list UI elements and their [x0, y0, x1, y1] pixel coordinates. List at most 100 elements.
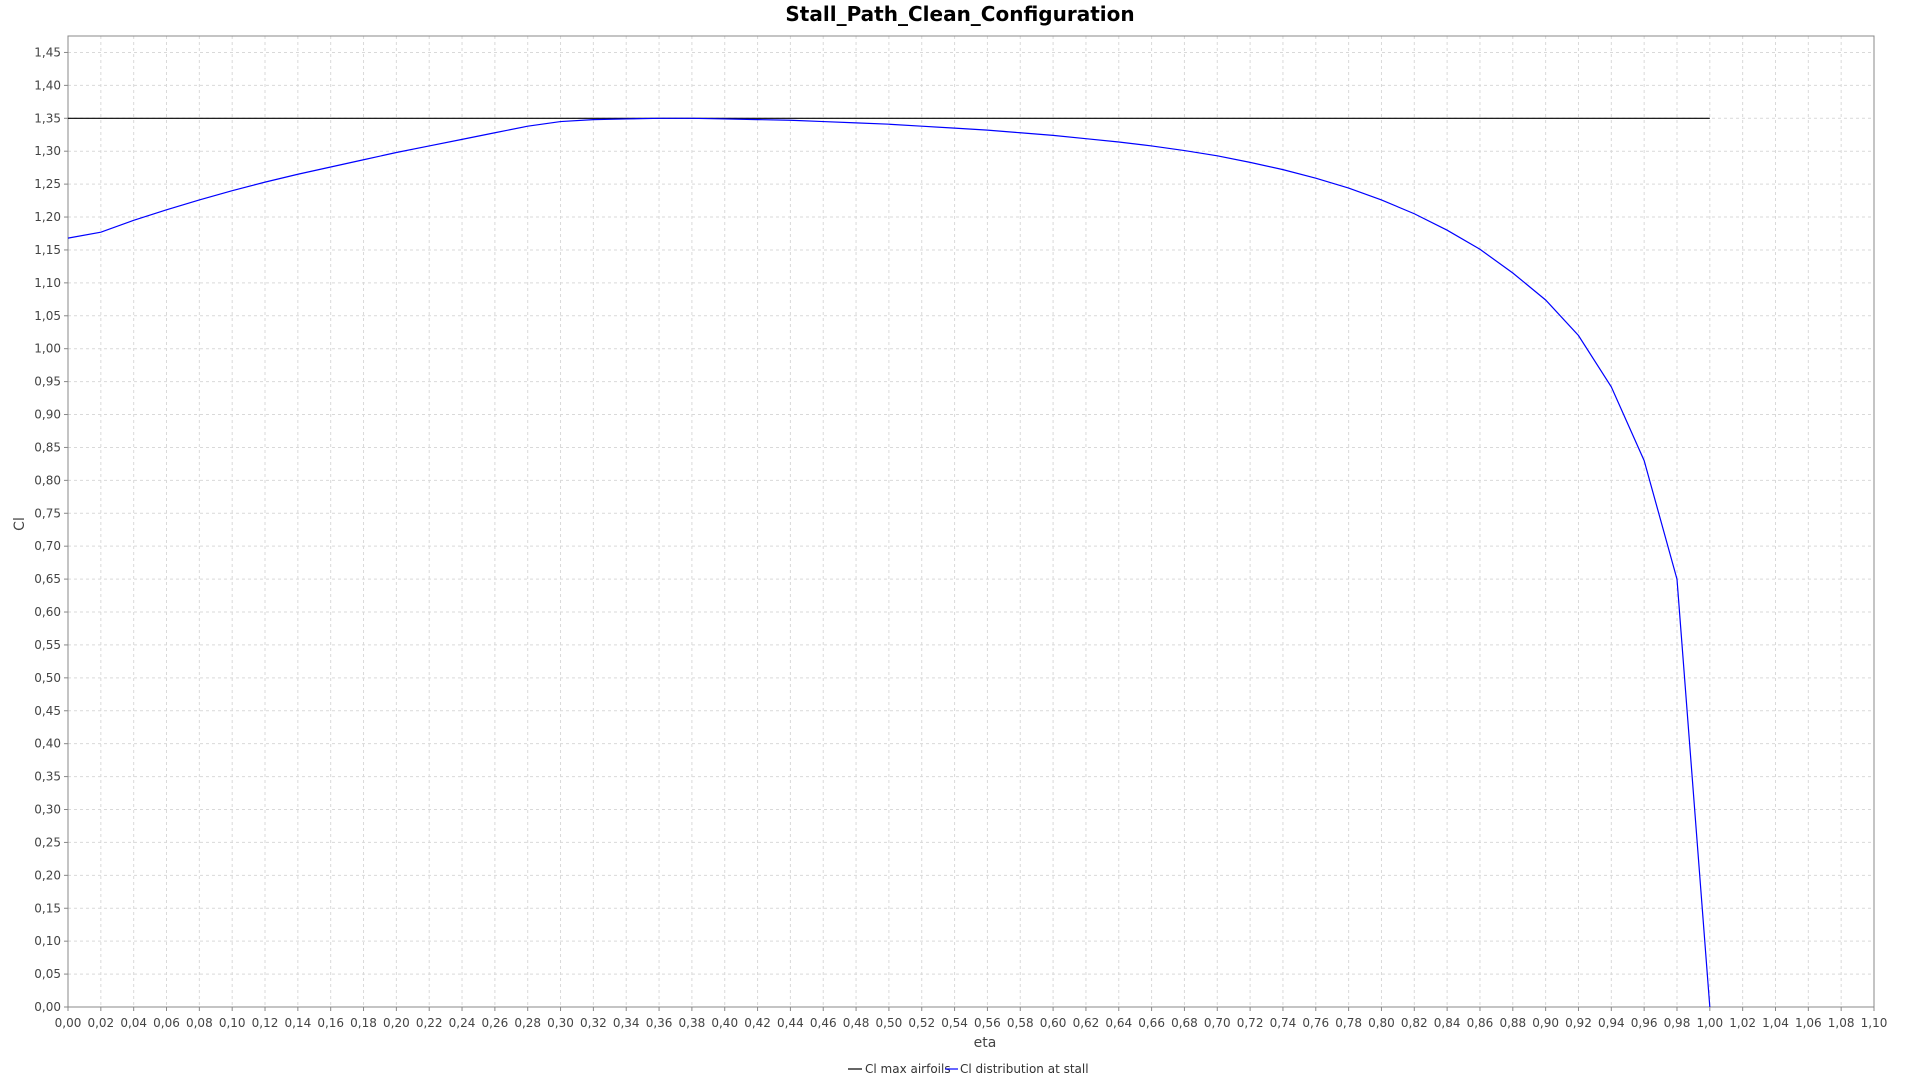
- series-layer: [67, 117, 1711, 1008]
- y-tick-label: 0,65: [34, 572, 61, 586]
- y-tick-label: 1,45: [34, 45, 61, 59]
- x-tick-label: 0,36: [646, 1016, 673, 1030]
- x-axis-ticks: 0,00 0,02 0,04 0,06 0,08 0,10 0,12 0,14 0,16 0,18…: [55, 1007, 1888, 1030]
- x-tick-label: 0,26: [482, 1016, 509, 1030]
- y-tick-label: 1,30: [34, 144, 61, 158]
- x-tick-label: 0,92: [1565, 1016, 1592, 1030]
- y-tick-label: 1,25: [34, 177, 61, 191]
- y-tick-label: 0,85: [34, 440, 61, 454]
- y-tick-label: 0,00: [34, 1000, 61, 1014]
- x-tick-label: 0,14: [284, 1016, 311, 1030]
- x-tick-label: 0,00: [55, 1016, 82, 1030]
- x-tick-label: 0,16: [317, 1016, 344, 1030]
- series-line-cl-distribution: [67, 117, 1711, 1008]
- x-tick-label: 1,00: [1696, 1016, 1723, 1030]
- x-tick-label: 0,48: [843, 1016, 870, 1030]
- y-tick-label: 1,00: [34, 342, 61, 356]
- y-tick-label: 1,40: [34, 78, 61, 92]
- y-tick-label: 0,15: [34, 901, 61, 915]
- y-tick-label: 0,10: [34, 934, 61, 948]
- x-tick-label: 0,86: [1467, 1016, 1494, 1030]
- x-tick-label: 0,42: [744, 1016, 771, 1030]
- x-tick-label: 0,98: [1664, 1016, 1691, 1030]
- x-tick-label: 0,70: [1204, 1016, 1231, 1030]
- legend-label-cl-distribution: Cl distribution at stall: [960, 1062, 1089, 1076]
- x-tick-label: 0,02: [87, 1016, 114, 1030]
- x-tick-label: 0,30: [547, 1016, 574, 1030]
- x-tick-label: 0,66: [1138, 1016, 1165, 1030]
- x-tick-label: 0,74: [1270, 1016, 1297, 1030]
- y-tick-label: 0,05: [34, 967, 61, 981]
- y-tick-label: 1,05: [34, 309, 61, 323]
- legend: Cl max airfoils Cl distribution at stall: [848, 1062, 1089, 1076]
- x-tick-label: 0,94: [1598, 1016, 1625, 1030]
- x-tick-label: 1,08: [1828, 1016, 1855, 1030]
- x-tick-label: 0,22: [416, 1016, 443, 1030]
- x-tick-label: 1,02: [1729, 1016, 1756, 1030]
- y-tick-label: 0,90: [34, 408, 61, 422]
- x-tick-label: 0,44: [777, 1016, 804, 1030]
- x-tick-label: 0,96: [1631, 1016, 1658, 1030]
- x-tick-label: 0,08: [186, 1016, 213, 1030]
- x-tick-label: 0,50: [876, 1016, 903, 1030]
- chart-title: Stall_Path_Clean_Configuration: [785, 2, 1134, 26]
- x-tick-label: 0,68: [1171, 1016, 1198, 1030]
- x-tick-label: 0,60: [1040, 1016, 1067, 1030]
- y-tick-label: 0,80: [34, 473, 61, 487]
- x-tick-label: 0,58: [1007, 1016, 1034, 1030]
- x-tick-label: 0,78: [1335, 1016, 1362, 1030]
- x-tick-label: 0,18: [350, 1016, 377, 1030]
- x-tick-label: 0,72: [1237, 1016, 1264, 1030]
- x-tick-label: 0,46: [810, 1016, 837, 1030]
- y-axis-ticks: 0,00 0,05 0,10 0,15 0,20 0,25 0,30 0,35 0,40 0,45…: [34, 45, 68, 1014]
- x-tick-label: 0,80: [1368, 1016, 1395, 1030]
- x-tick-label: 0,40: [711, 1016, 738, 1030]
- y-tick-label: 0,45: [34, 704, 61, 718]
- x-tick-label: 0,62: [1073, 1016, 1100, 1030]
- y-tick-label: 1,10: [34, 276, 61, 290]
- x-tick-label: 0,84: [1434, 1016, 1461, 1030]
- x-tick-label: 0,82: [1401, 1016, 1428, 1030]
- x-tick-label: 0,64: [1105, 1016, 1132, 1030]
- y-axis-label: Cl: [12, 517, 28, 531]
- x-tick-label: 0,32: [580, 1016, 607, 1030]
- y-tick-label: 0,40: [34, 737, 61, 751]
- y-tick-label: 1,35: [34, 111, 61, 125]
- y-tick-label: 0,30: [34, 803, 61, 817]
- y-tick-label: 0,75: [34, 506, 61, 520]
- x-tick-label: 0,34: [613, 1016, 640, 1030]
- x-tick-label: 0,38: [679, 1016, 706, 1030]
- y-tick-label: 0,95: [34, 375, 61, 389]
- x-tick-label: 0,28: [514, 1016, 541, 1030]
- y-tick-label: 0,20: [34, 868, 61, 882]
- x-tick-label: 0,06: [153, 1016, 180, 1030]
- y-tick-label: 1,15: [34, 243, 61, 257]
- x-tick-label: 1,06: [1795, 1016, 1822, 1030]
- x-tick-label: 0,10: [219, 1016, 246, 1030]
- x-tick-label: 0,88: [1499, 1016, 1526, 1030]
- x-tick-label: 0,76: [1302, 1016, 1329, 1030]
- y-tick-label: 1,20: [34, 210, 61, 224]
- legend-label-cl-max-airfoils: Cl max airfoils: [865, 1062, 951, 1076]
- x-tick-label: 0,12: [252, 1016, 279, 1030]
- y-tick-label: 0,25: [34, 835, 61, 849]
- x-tick-label: 0,56: [974, 1016, 1001, 1030]
- y-tick-label: 0,70: [34, 539, 61, 553]
- y-tick-label: 0,55: [34, 638, 61, 652]
- plot-area-border: [67, 35, 1875, 1008]
- x-tick-label: 0,54: [941, 1016, 968, 1030]
- grid: [68, 36, 1874, 1007]
- y-tick-label: 0,50: [34, 671, 61, 685]
- x-tick-label: 0,52: [908, 1016, 935, 1030]
- x-tick-label: 0,20: [383, 1016, 410, 1030]
- x-axis-label: eta: [974, 1035, 997, 1051]
- x-tick-label: 1,10: [1861, 1016, 1888, 1030]
- y-tick-label: 0,60: [34, 605, 61, 619]
- x-tick-label: 0,90: [1532, 1016, 1559, 1030]
- x-tick-label: 0,24: [449, 1016, 476, 1030]
- y-tick-label: 0,35: [34, 770, 61, 784]
- x-tick-label: 1,04: [1762, 1016, 1789, 1030]
- x-tick-label: 0,04: [120, 1016, 147, 1030]
